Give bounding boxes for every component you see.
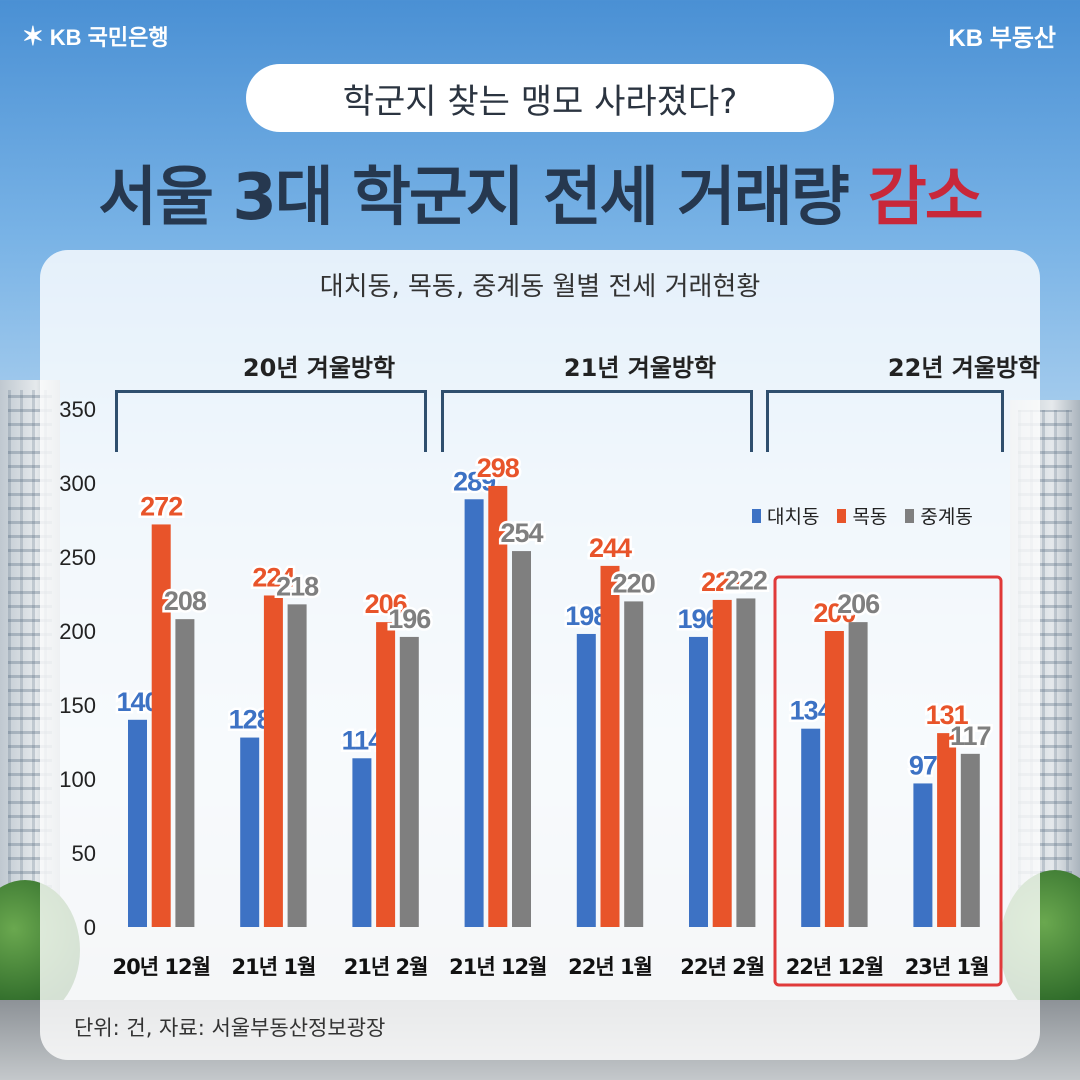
data-label: 97 (909, 750, 937, 780)
bar (576, 633, 596, 927)
y-tick-label: 200 (59, 619, 96, 644)
page-title-accent: 감소 (867, 161, 984, 235)
bar (464, 499, 484, 927)
bar (600, 565, 620, 927)
brand-left-label: KB 국민은행 (49, 25, 169, 50)
kb-real-estate-logo: KB 부동산 (948, 25, 1056, 52)
data-label: 206 (365, 589, 408, 619)
chart-panel: 대치동, 목동, 중계동 월별 전세 거래현황 20년 겨울방학 21년 겨울방… (40, 250, 1040, 1060)
data-label: 218 (276, 571, 319, 601)
y-tick-label: 250 (59, 545, 96, 570)
source-note: 단위: 건, 자료: 서울부동산정보광장 (74, 1016, 386, 1040)
bar (824, 631, 844, 927)
group-label-2022: 22년 겨울방학 (887, 354, 1041, 382)
y-tick-label: 100 (59, 767, 96, 792)
bar (801, 728, 821, 927)
bar (689, 636, 708, 927)
legend-swatch-daechi (752, 508, 761, 523)
x-tick-label: 22년 1월 (568, 955, 652, 979)
bar (287, 604, 307, 927)
bar (488, 485, 508, 927)
bar (151, 524, 171, 927)
x-tick-label: 21년 2월 (344, 955, 428, 979)
legend-item-junggye: 중계동 (905, 502, 973, 529)
group-bracket-2022 (766, 390, 1004, 452)
bar (399, 636, 419, 927)
x-tick-label: 22년 2월 (680, 955, 764, 979)
data-label: 220 (613, 568, 655, 598)
legend-item-daechi: 대치동 (752, 502, 819, 529)
data-label: 196 (388, 604, 431, 634)
bar (937, 733, 957, 927)
question-pill: 학군지 찾는 맹모 사라졌다? (246, 64, 834, 132)
group-label-2020: 20년 겨울방학 (242, 354, 396, 382)
bar (960, 753, 980, 927)
bar (263, 595, 283, 927)
group-label-2021: 21년 겨울방학 (563, 354, 717, 382)
data-label: 254 (500, 518, 543, 548)
data-label: 221 (701, 567, 744, 597)
bar (128, 719, 147, 927)
chart-legend: 대치동 목동 중계동 (752, 502, 973, 529)
y-tick-label: 0 (84, 915, 96, 940)
bar (352, 758, 372, 927)
x-tick-label: 21년 1월 (232, 955, 316, 979)
highlight-box (773, 575, 1003, 987)
data-label: 244 (589, 533, 632, 563)
y-tick-label: 350 (59, 397, 96, 422)
group-bracket-2020 (115, 390, 427, 452)
data-label: 272 (140, 491, 182, 521)
legend-label-mok: 목동 (852, 506, 888, 528)
data-label: 206 (837, 589, 880, 619)
legend-swatch-mok (837, 508, 847, 523)
x-tick-label: 20년 12월 (112, 955, 209, 979)
legend-label-junggye: 중계동 (920, 506, 973, 528)
data-label: 131 (926, 700, 969, 730)
legend-label-daechi: 대치동 (767, 506, 820, 528)
data-label: 298 (477, 453, 520, 483)
question-text: 학군지 찾는 맹모 사라졌다? (342, 81, 738, 122)
x-tick-label: 22년 12월 (786, 955, 883, 979)
bar (175, 619, 195, 927)
kb-star-icon: ✶ (22, 21, 44, 51)
bar (512, 551, 531, 927)
legend-swatch-junggye (905, 508, 915, 523)
x-tick-label: 23년 1월 (905, 955, 989, 979)
y-tick-label: 300 (59, 471, 96, 496)
data-label: 208 (164, 586, 207, 616)
bar (736, 598, 756, 927)
bar (848, 622, 868, 927)
page-title: 서울 3대 학군지 전세 거래량 감소 (0, 146, 1080, 238)
legend-item-mok: 목동 (837, 502, 887, 529)
chart-title: 대치동, 목동, 중계동 월별 전세 거래현황 (319, 272, 761, 302)
bar (624, 601, 644, 927)
bar (240, 737, 260, 927)
bar (712, 599, 732, 927)
data-label: 222 (725, 565, 767, 595)
x-tick-label: 21년 12월 (449, 955, 546, 979)
bar (913, 783, 933, 927)
y-tick-label: 150 (59, 693, 96, 718)
y-tick-label: 50 (72, 841, 96, 866)
kb-kookmin-logo: ✶ KB 국민은행 (22, 20, 169, 52)
data-label: 224 (252, 562, 295, 592)
data-label: 289 (453, 466, 496, 496)
bar (376, 622, 396, 927)
page-title-main: 서울 3대 학군지 전세 거래량 (98, 161, 868, 235)
group-bracket-2021 (441, 390, 753, 452)
data-label: 117 (950, 721, 991, 751)
